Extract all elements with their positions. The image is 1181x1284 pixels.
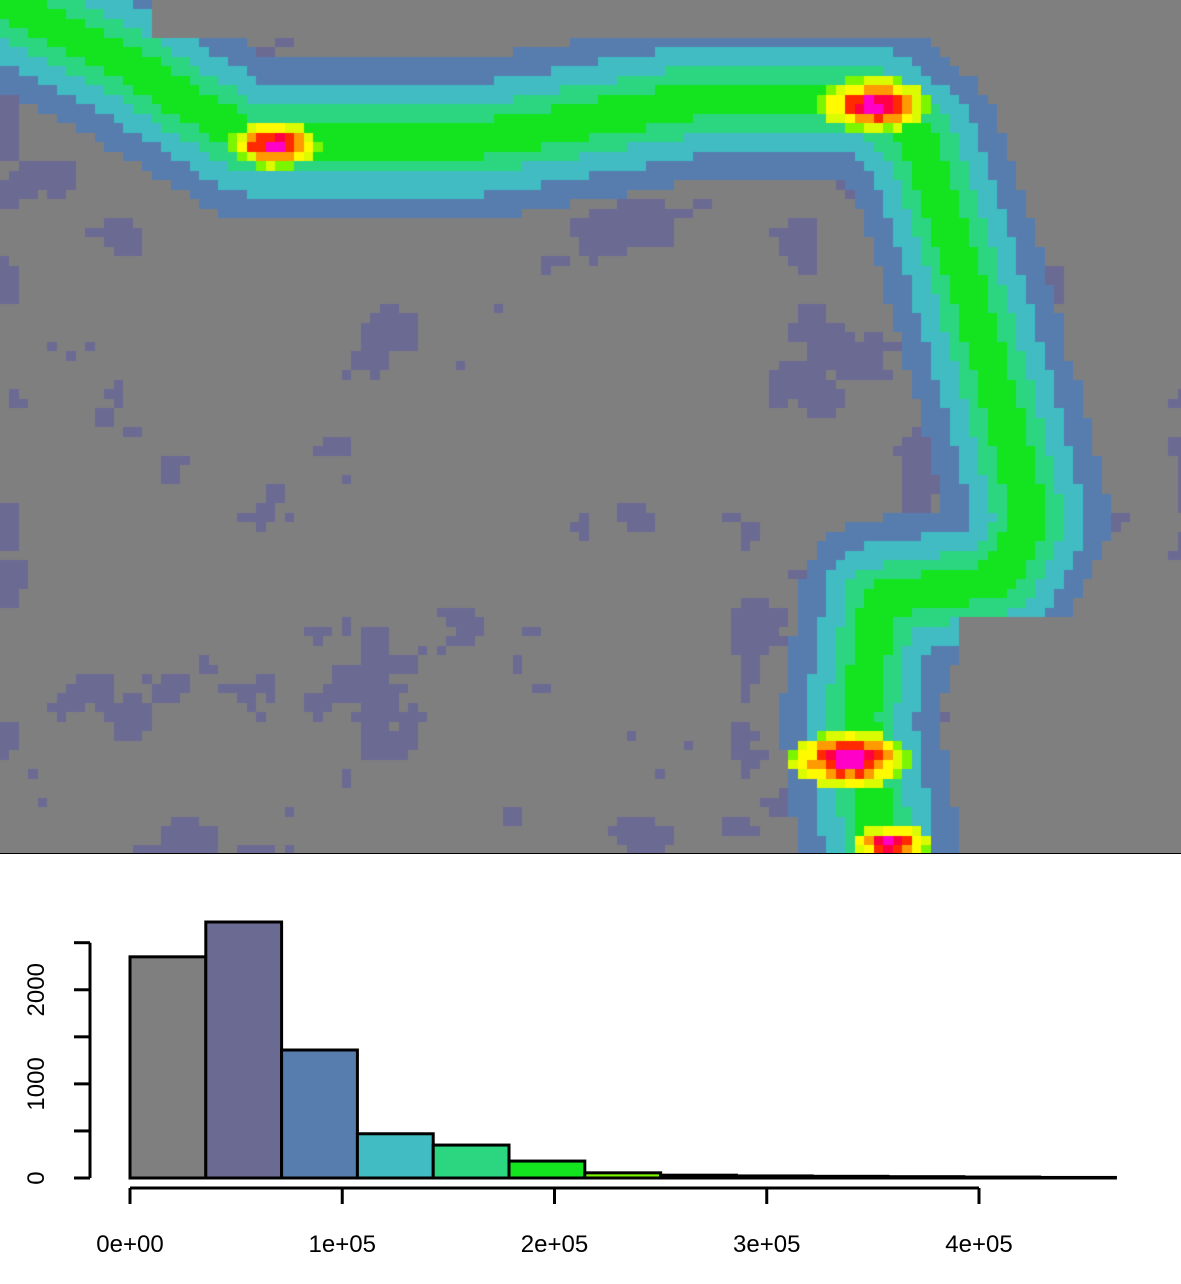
- histogram-bar: [659, 1173, 738, 1180]
- histogram-bar: [886, 1175, 966, 1180]
- histogram-bar: [431, 1143, 511, 1180]
- histogram-bar: [1038, 1175, 1117, 1180]
- x-axis: 0e+00 1e+05 2e+05 3e+05 4e+05: [96, 1186, 1013, 1258]
- histogram-bar: [583, 1171, 663, 1180]
- histogram-bars: [128, 920, 1117, 1180]
- histogram-bar: [962, 1175, 1042, 1180]
- histogram-bar: [507, 1159, 587, 1180]
- y-tick-label: 1000: [23, 1057, 50, 1110]
- histogram-bar: [734, 1174, 814, 1180]
- raster-map-canvas: [0, 0, 1181, 853]
- histogram-bar: [204, 920, 284, 1180]
- x-tick-label: 4e+05: [945, 1231, 1012, 1258]
- raster-map: [0, 0, 1181, 853]
- x-tick-label: 0e+00: [96, 1231, 163, 1258]
- y-axis: 0 1000 2000: [23, 941, 92, 1185]
- histogram-svg: 0e+00 1e+05 2e+05 3e+05 4e+05 0 1000 2000: [23, 920, 1117, 1258]
- histogram-bar: [810, 1174, 890, 1180]
- histogram: 0e+00 1e+05 2e+05 3e+05 4e+05 0 1000 2000: [0, 854, 1181, 1279]
- histogram-bar: [128, 955, 208, 1180]
- x-tick-label: 3e+05: [733, 1231, 800, 1258]
- panel-divider: [0, 853, 1181, 854]
- y-tick-label: 0: [23, 1171, 50, 1184]
- x-tick-label: 1e+05: [309, 1231, 376, 1258]
- y-tick-label: 2000: [23, 963, 50, 1016]
- x-tick-label: 2e+05: [521, 1231, 588, 1258]
- histogram-bar: [355, 1132, 435, 1180]
- histogram-bar: [280, 1048, 359, 1180]
